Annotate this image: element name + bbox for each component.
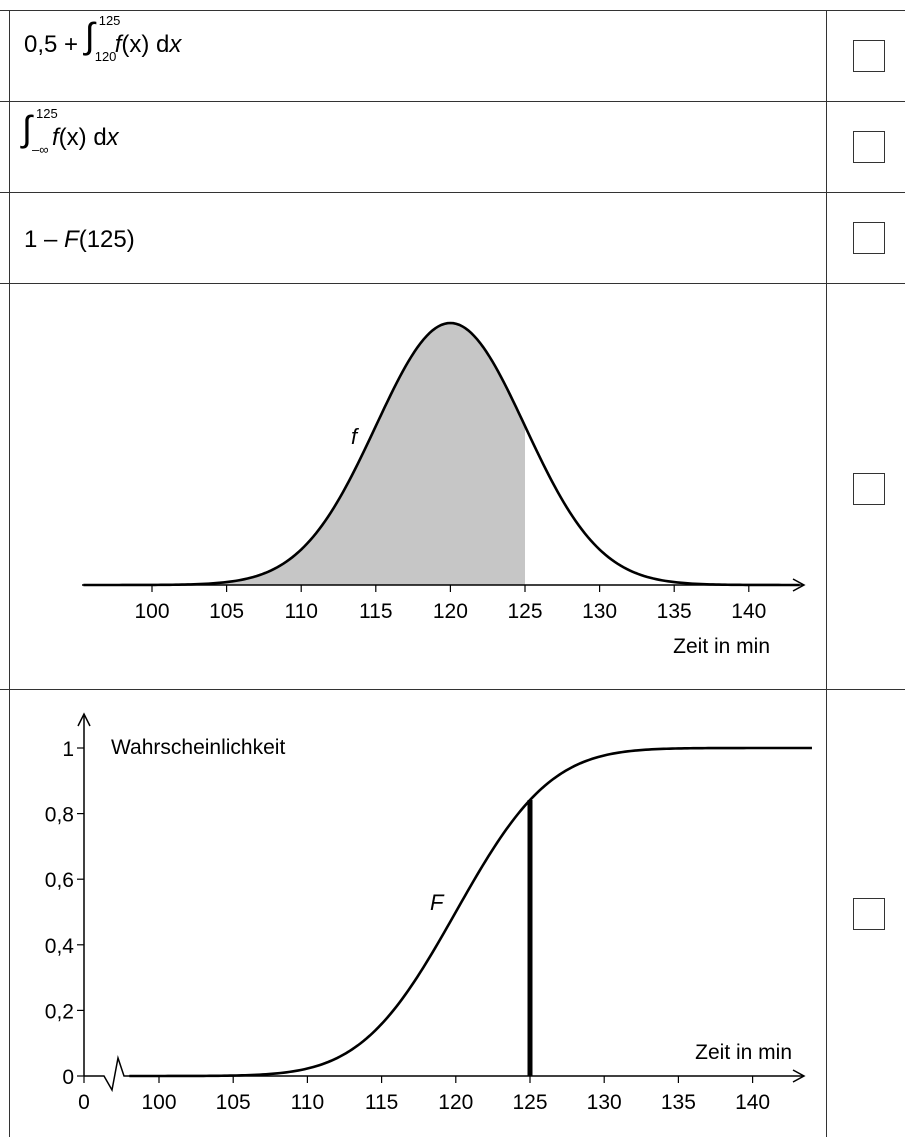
y-tick-label: 0,8: [45, 804, 74, 827]
curve-label-f: f: [351, 424, 360, 449]
x-axis-arrow: [792, 1069, 806, 1083]
x-tick-label: 105: [209, 600, 244, 623]
x-tick-label: 115: [359, 600, 392, 623]
formula-lead: 0,5 +: [24, 31, 85, 58]
x-tick-label: 105: [216, 1091, 251, 1114]
y-axis-arrow: [77, 712, 91, 727]
curve-label-F: F: [430, 890, 445, 915]
option-checkbox-5[interactable]: [853, 898, 885, 930]
option-checkbox-3[interactable]: [853, 222, 885, 254]
y-tick-label: 0: [62, 1066, 74, 1089]
y-tick-label: 0,4: [45, 935, 75, 958]
x-tick-label: 0: [78, 1091, 90, 1114]
x-tick-label: 130: [582, 600, 617, 623]
option-formula-1: 0,5 + ∫ 125 120 f(x) dx: [24, 13, 182, 64]
integrand-function: f: [52, 124, 59, 151]
integral-upper-bound: 125: [36, 106, 58, 121]
x-tick-label: 120: [433, 600, 468, 623]
shaded-area: [92, 323, 525, 585]
option-checkbox-2[interactable]: [853, 131, 885, 163]
row-divider: [0, 689, 905, 690]
x-tick-label: 100: [141, 1091, 176, 1114]
formula-argument: (125): [78, 226, 135, 253]
x-axis-arrow: [792, 578, 806, 592]
option-formula-2: ∫ 125 –∞ f(x) dx: [22, 106, 119, 157]
cdf-curve: [129, 746, 812, 1078]
y-tick-label: 0,2: [45, 1000, 74, 1023]
row-divider: [0, 10, 905, 11]
x-axis-label: Zeit in min: [695, 1041, 792, 1064]
formula-lead: 1 –: [24, 226, 65, 253]
differential-d: d: [86, 124, 107, 151]
density-chart: 100 105 110 115 120 125 130 135 140 Zeit in min f: [82, 321, 806, 658]
table-left-border: [9, 10, 10, 1137]
x-tick-label: 100: [134, 600, 169, 623]
x-tick-label: 110: [291, 1091, 324, 1114]
cdf-chart: Wahrscheinlichkeit 0 0,2 0,4 0,6 0,8 1 0 100 105 1…: [45, 712, 812, 1114]
density-curve: [83, 321, 800, 587]
integral-sign: ∫ 125 –∞: [22, 106, 58, 157]
y-tick-label: 1: [62, 738, 74, 761]
row-divider: [0, 101, 905, 102]
integral-lower-bound: 120: [94, 49, 117, 64]
x-tick-label: 140: [735, 1091, 770, 1114]
option-formula-3: 1 – F(125): [24, 228, 135, 252]
integrand-function: f: [114, 31, 122, 58]
differential-variable: x: [106, 124, 119, 151]
integral-sign: ∫ 125 120: [84, 13, 121, 64]
x-tick-label: 125: [512, 1091, 547, 1114]
column-divider: [826, 10, 827, 1137]
x-tick-label: 110: [284, 600, 317, 623]
x-tick-label: 135: [661, 1091, 696, 1114]
y-axis-label: Wahrscheinlichkeit: [111, 736, 285, 759]
differential-d: d: [149, 31, 170, 58]
integral-upper-bound: 125: [98, 13, 121, 28]
y-tick-label: 0,6: [45, 869, 74, 892]
x-tick-label: 140: [731, 600, 766, 623]
integrand-argument: (x): [121, 31, 150, 58]
row-divider: [0, 192, 905, 193]
integrand-argument: (x): [58, 124, 87, 151]
x-tick-label: 125: [507, 600, 542, 623]
differential-variable: x: [169, 31, 182, 58]
option-checkbox-4[interactable]: [853, 473, 885, 505]
row-divider: [0, 283, 905, 284]
x-tick-label: 115: [365, 1091, 398, 1114]
x-axis-label: Zeit in min: [673, 635, 770, 658]
integral-lower-bound: –∞: [32, 142, 49, 157]
x-tick-label: 135: [657, 600, 692, 623]
formula-cdf-symbol: F: [64, 226, 79, 253]
x-tick-label: 120: [438, 1091, 473, 1114]
option-checkbox-1[interactable]: [853, 40, 885, 72]
x-tick-label: 130: [587, 1091, 622, 1114]
